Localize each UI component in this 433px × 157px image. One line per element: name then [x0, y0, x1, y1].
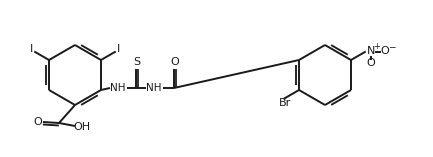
Text: Br: Br	[279, 98, 291, 108]
Text: OH: OH	[74, 122, 90, 132]
Text: I: I	[117, 44, 120, 54]
Text: NH: NH	[110, 83, 126, 93]
Text: S: S	[133, 57, 141, 67]
Text: NH: NH	[146, 83, 162, 93]
Text: O: O	[171, 57, 179, 67]
Text: +: +	[373, 42, 380, 51]
Text: −: −	[388, 42, 395, 51]
Text: N: N	[366, 46, 375, 57]
Text: I: I	[30, 44, 33, 54]
Text: O: O	[34, 117, 42, 127]
Text: O: O	[366, 59, 375, 68]
Text: O: O	[380, 46, 389, 57]
